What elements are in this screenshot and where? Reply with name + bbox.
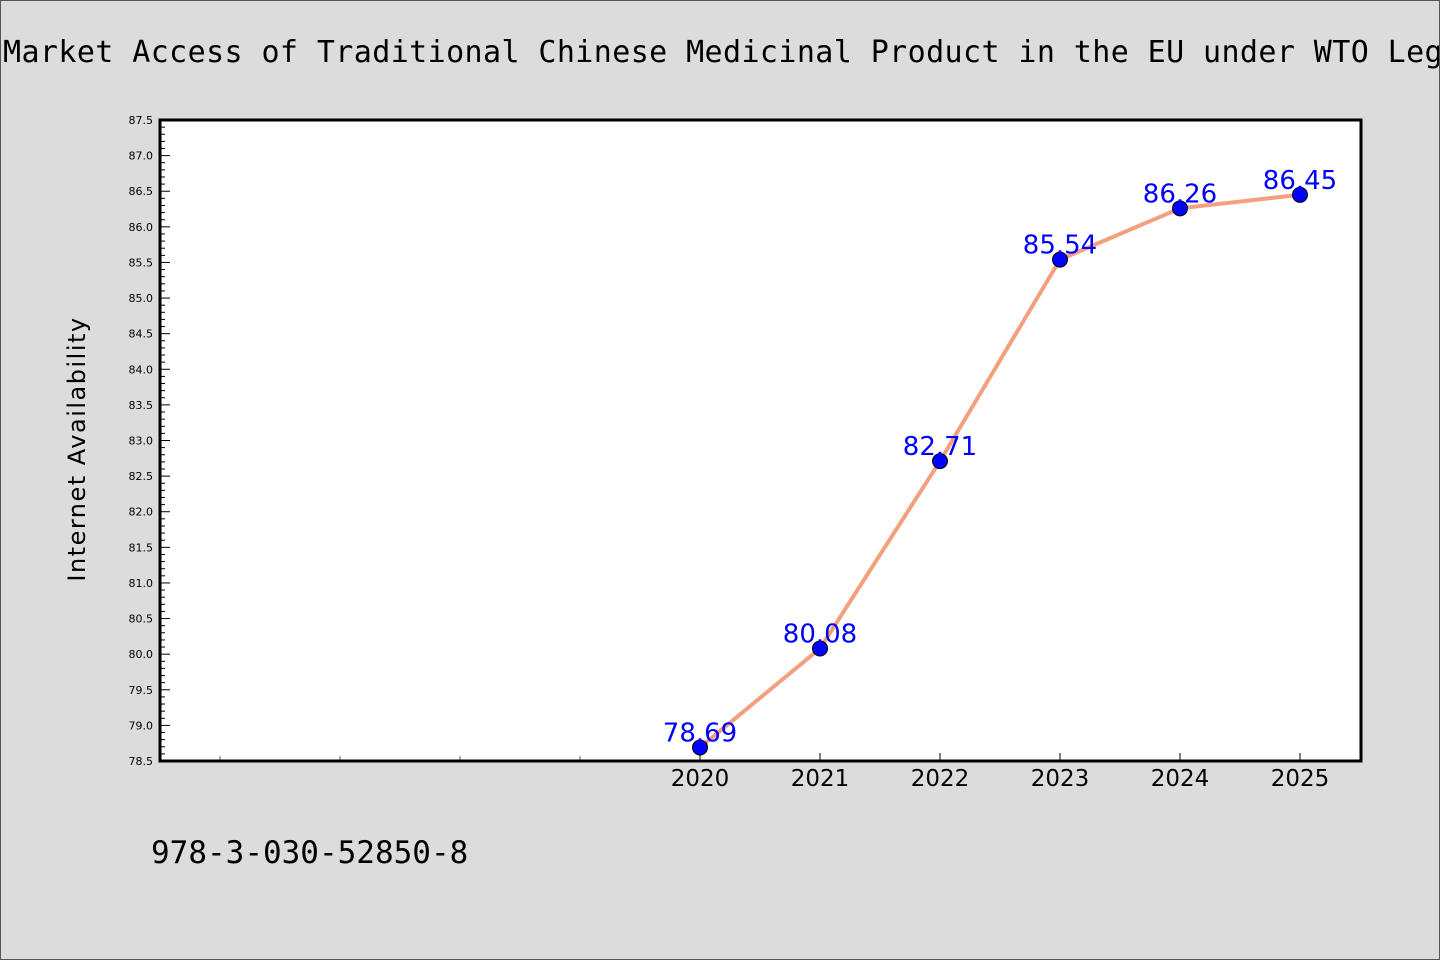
x-tick-label: 2025 — [1271, 766, 1330, 792]
isbn-text: 978-3-030-52850-8 — [151, 835, 469, 871]
data-label: 82.71 — [903, 432, 977, 462]
x-tick-label: 2020 — [671, 766, 730, 792]
y-tick-label: 82.0 — [129, 506, 154, 519]
plot-area — [160, 120, 1361, 761]
y-tick-label: 84.0 — [129, 363, 154, 376]
x-tick-label: 2022 — [911, 766, 970, 792]
x-tick-label: 2021 — [791, 766, 850, 792]
data-point-marker — [1172, 200, 1188, 217]
data-label: 78.69 — [663, 718, 737, 748]
data-point-marker — [812, 640, 828, 657]
chart-title: Market Access of Traditional Chinese Med… — [3, 35, 1440, 70]
y-tick-label: 86.5 — [129, 185, 154, 198]
data-label: 86.26 — [1143, 179, 1217, 209]
y-tick-label: 84.5 — [129, 328, 154, 341]
data-point-marker — [932, 453, 948, 470]
data-point-marker — [1052, 251, 1068, 268]
y-tick-label: 82.5 — [129, 470, 154, 483]
y-tick-label: 81.5 — [129, 541, 154, 554]
y-tick-label: 80.5 — [129, 613, 154, 626]
y-tick-label: 86.0 — [129, 221, 154, 234]
series-markers — [692, 186, 1308, 756]
x-tick-label: 2023 — [1031, 766, 1090, 792]
y-tick-label: 83.5 — [129, 399, 154, 412]
y-tick-label: 79.0 — [129, 719, 154, 732]
y-tick-label: 78.5 — [129, 755, 154, 768]
data-label: 86.45 — [1263, 166, 1337, 196]
y-tick-label: 79.5 — [129, 684, 154, 697]
y-tick-label: 85.0 — [129, 292, 154, 305]
y-tick-label: 81.0 — [129, 577, 154, 590]
y-tick-label: 87.0 — [129, 150, 154, 163]
series-line — [698, 192, 1302, 750]
x-axis-ticks: 2020 2021 2022 2023 2024 2025 — [219, 753, 1330, 792]
data-point-marker — [1292, 186, 1308, 203]
y-tick-label: 87.5 — [129, 114, 154, 127]
x-tick-label: 2024 — [1151, 766, 1210, 792]
data-labels: 78.69 80.08 82.71 85.54 86.26 86.45 — [663, 166, 1337, 749]
data-label: 80.08 — [783, 619, 857, 649]
data-point-marker — [692, 739, 708, 756]
data-label: 85.54 — [1023, 231, 1097, 261]
y-tick-label: 85.5 — [129, 256, 154, 269]
y-tick-label: 83.0 — [129, 435, 154, 448]
y-tick-label: 80.0 — [129, 648, 154, 661]
plot-frame — [158, 118, 1363, 763]
